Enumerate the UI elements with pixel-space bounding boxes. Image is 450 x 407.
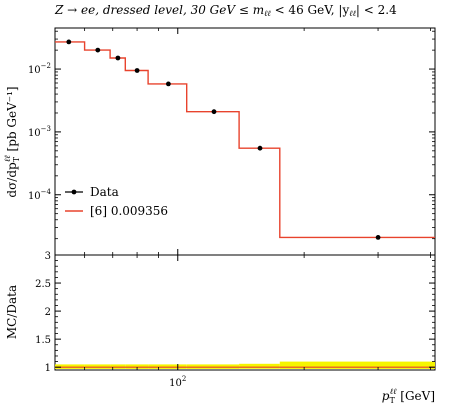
ratio-y-tick-label: 3 bbox=[45, 251, 51, 262]
main-y-axis-label: dσ/dpTℓℓ [pb GeV⁻¹] bbox=[3, 86, 21, 197]
data-point bbox=[375, 235, 381, 240]
ratio-y-tick-label: 1 bbox=[45, 363, 51, 374]
ratio-y-tick-label: 2.5 bbox=[35, 279, 51, 290]
x-tick-label: 102 bbox=[169, 375, 186, 389]
main-y-tick-label: 10−3 bbox=[28, 125, 51, 139]
ratio-band-bin bbox=[279, 361, 435, 369]
ticks-layer: 10−2 10−3 10−4 102 1 1.5 2 2.5 3 bbox=[28, 28, 435, 389]
ratio-y-tick-label: 2 bbox=[45, 307, 51, 318]
legend-mc-label: [6] 0.009356 bbox=[90, 204, 168, 218]
main-y-tick-label: 10−4 bbox=[28, 188, 52, 202]
ratio-plot-frame bbox=[54, 254, 436, 371]
data-point bbox=[257, 145, 263, 151]
data-point bbox=[66, 39, 72, 45]
ratio-band-bin bbox=[239, 363, 280, 369]
x-axis-label: pTℓℓ [GeV] bbox=[382, 387, 435, 405]
data-point bbox=[95, 47, 101, 53]
data-point bbox=[115, 55, 121, 61]
data-point bbox=[211, 109, 217, 115]
main-series-layer bbox=[55, 39, 435, 240]
main-y-tick-label: 10−2 bbox=[28, 62, 51, 76]
ratio-y-axis-label: MC/Data bbox=[5, 285, 19, 339]
ratio-y-tick-label: 1.5 bbox=[35, 335, 51, 346]
main-plot-frame bbox=[54, 27, 436, 256]
legend-data-marker bbox=[71, 189, 77, 195]
data-point bbox=[134, 68, 140, 73]
chart-title: Z → ee, dressed level, 30 GeV ≤ mℓℓ < 46… bbox=[54, 3, 397, 18]
data-point bbox=[166, 81, 171, 87]
legend: Data [6] 0.009356 bbox=[65, 185, 168, 218]
legend-data-label: Data bbox=[90, 185, 119, 199]
